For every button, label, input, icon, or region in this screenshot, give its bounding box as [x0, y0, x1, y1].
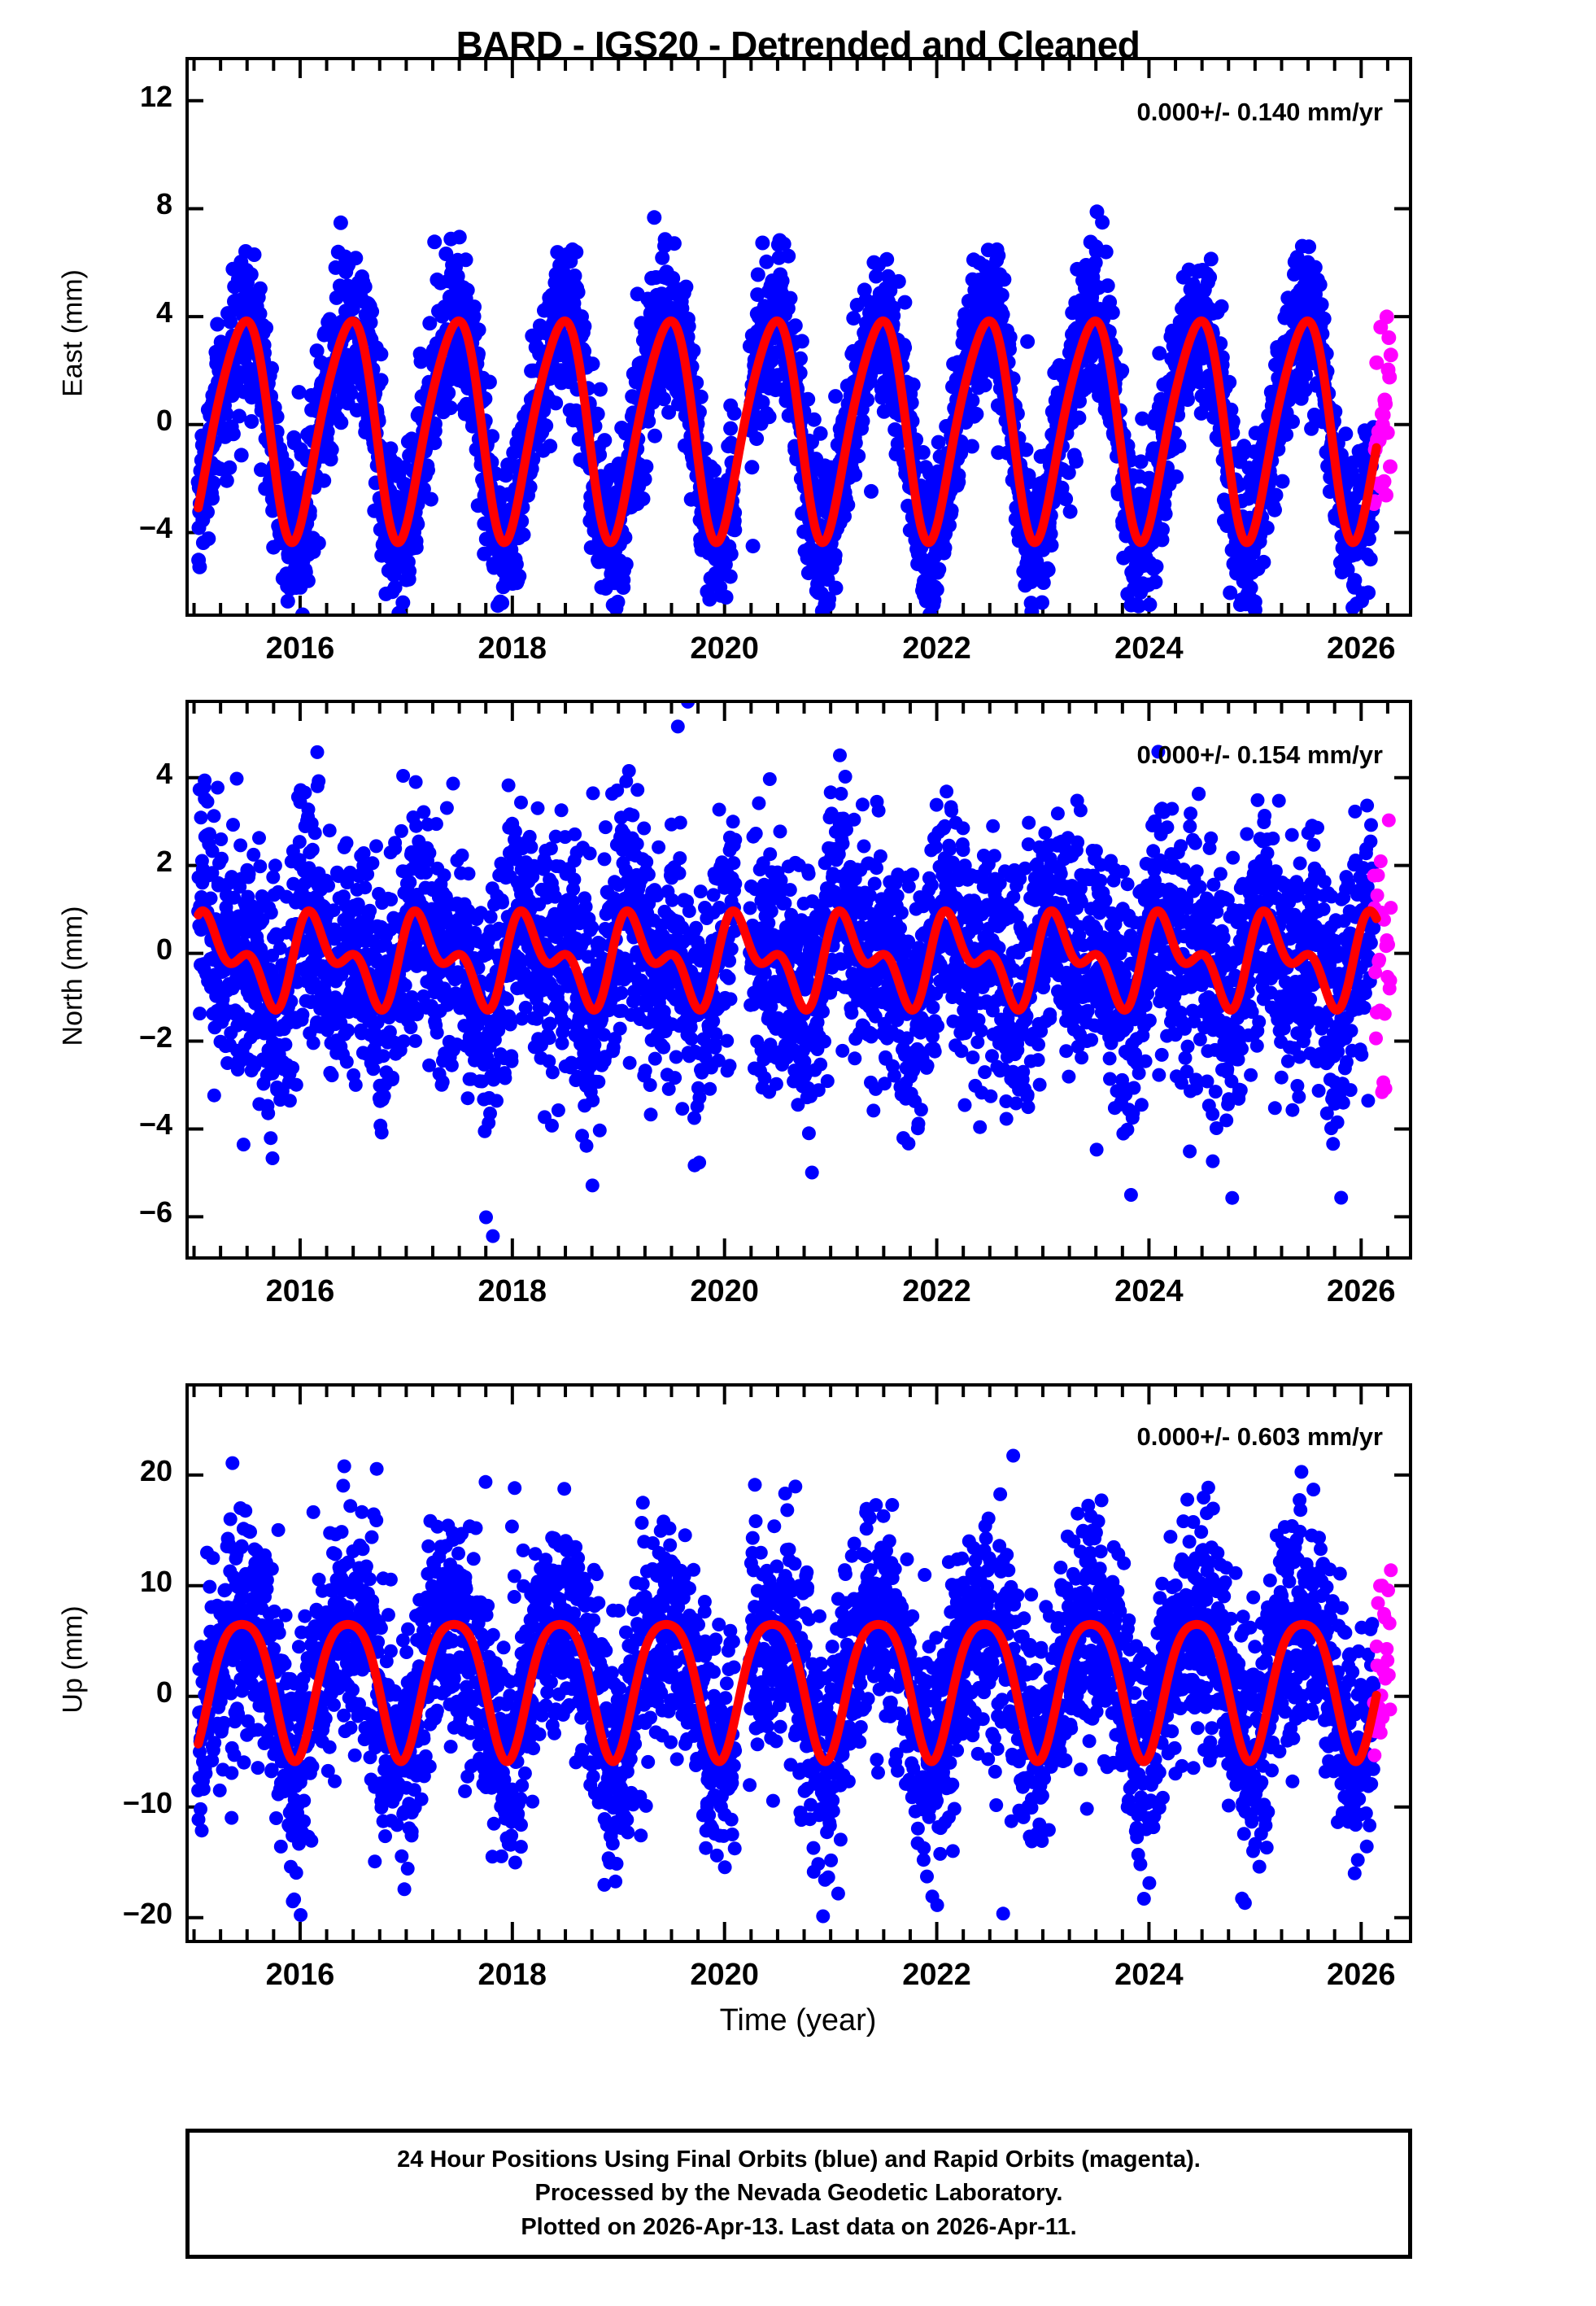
- x-tick-east-2020: 2020: [690, 631, 759, 666]
- x-tick-north-2024: 2024: [1114, 1274, 1184, 1308]
- x-tick-north-2016: 2016: [265, 1274, 335, 1308]
- axis-ticks: [189, 1387, 1409, 1940]
- y-tick-north-5: −6: [138, 1195, 172, 1229]
- axis-ticks: [189, 60, 1409, 614]
- rate-annotation-north: 0.000+/- 0.154 mm/yr: [1136, 740, 1383, 769]
- y-tick-up-2: 0: [155, 1675, 172, 1709]
- x-tick-north-2020: 2020: [690, 1274, 759, 1308]
- scatter-final-orbits: [191, 1448, 1381, 1924]
- y-tick-up-1: 10: [139, 1564, 172, 1598]
- y-tick-east-1: 8: [155, 187, 172, 221]
- footer-line-3: Plotted on 2026-Apr-13. Last data on 202…: [521, 2213, 1077, 2240]
- seasonal-model-curve: [194, 906, 1381, 1015]
- plot-svg-up: [189, 1387, 1409, 1940]
- x-tick-up-2022: 2022: [902, 1958, 971, 1992]
- scatter-rapid-orbits: [1367, 309, 1398, 511]
- x-tick-east-2026: 2026: [1327, 631, 1396, 666]
- y-tick-east-3: 0: [155, 403, 172, 437]
- x-tick-north-2026: 2026: [1327, 1274, 1396, 1308]
- footer-caption-box: 24 Hour Positions Using Final Orbits (bl…: [185, 2129, 1412, 2259]
- x-tick-up-2026: 2026: [1327, 1958, 1396, 1992]
- y-tick-up-4: −20: [122, 1896, 172, 1930]
- x-tick-up-2024: 2024: [1114, 1958, 1184, 1992]
- plot-area-north: [185, 700, 1412, 1260]
- seasonal-model-curve: [194, 1619, 1381, 1767]
- y-tick-north-3: −2: [138, 1020, 172, 1054]
- x-tick-up-2016: 2016: [265, 1958, 335, 1992]
- x-tick-east-2024: 2024: [1114, 631, 1184, 666]
- plot-area-east: [185, 57, 1412, 617]
- x-tick-up-2018: 2018: [477, 1958, 547, 1992]
- y-tick-up-0: 20: [139, 1453, 172, 1487]
- y-tick-north-0: 4: [155, 756, 172, 790]
- seasonal-model-curve: [194, 316, 1381, 548]
- x-tick-east-2022: 2022: [902, 631, 971, 666]
- footer-line-1: 24 Hour Positions Using Final Orbits (bl…: [397, 2147, 1201, 2173]
- x-tick-east-2018: 2018: [477, 631, 547, 666]
- x-axis-label: Time (year): [719, 2003, 877, 2037]
- rate-annotation-east: 0.000+/- 0.140 mm/yr: [1136, 98, 1383, 126]
- x-tick-north-2018: 2018: [477, 1274, 547, 1308]
- y-tick-east-4: −4: [138, 511, 172, 545]
- y-tick-north-2: 0: [155, 932, 172, 966]
- rate-annotation-up: 0.000+/- 0.603 mm/yr: [1136, 1422, 1383, 1451]
- y-tick-east-2: 4: [155, 295, 172, 330]
- axis-ticks: [189, 703, 1409, 1256]
- x-tick-east-2016: 2016: [265, 631, 335, 666]
- y-tick-east-0: 12: [139, 79, 172, 113]
- x-tick-up-2020: 2020: [690, 1958, 759, 1992]
- plot-svg-east: [189, 60, 1409, 614]
- scatter-rapid-orbits: [1367, 813, 1398, 1099]
- plot-svg-north: [189, 703, 1409, 1256]
- plot-area-up: [185, 1383, 1412, 1943]
- y-tick-north-4: −4: [138, 1107, 172, 1142]
- x-tick-north-2022: 2022: [902, 1274, 971, 1308]
- footer-line-2: Processed by the Nevada Geodetic Laborat…: [534, 2180, 1063, 2207]
- y-tick-north-1: 2: [155, 844, 172, 878]
- y-axis-label-north: North (mm): [57, 906, 89, 1046]
- y-tick-up-3: −10: [122, 1785, 172, 1819]
